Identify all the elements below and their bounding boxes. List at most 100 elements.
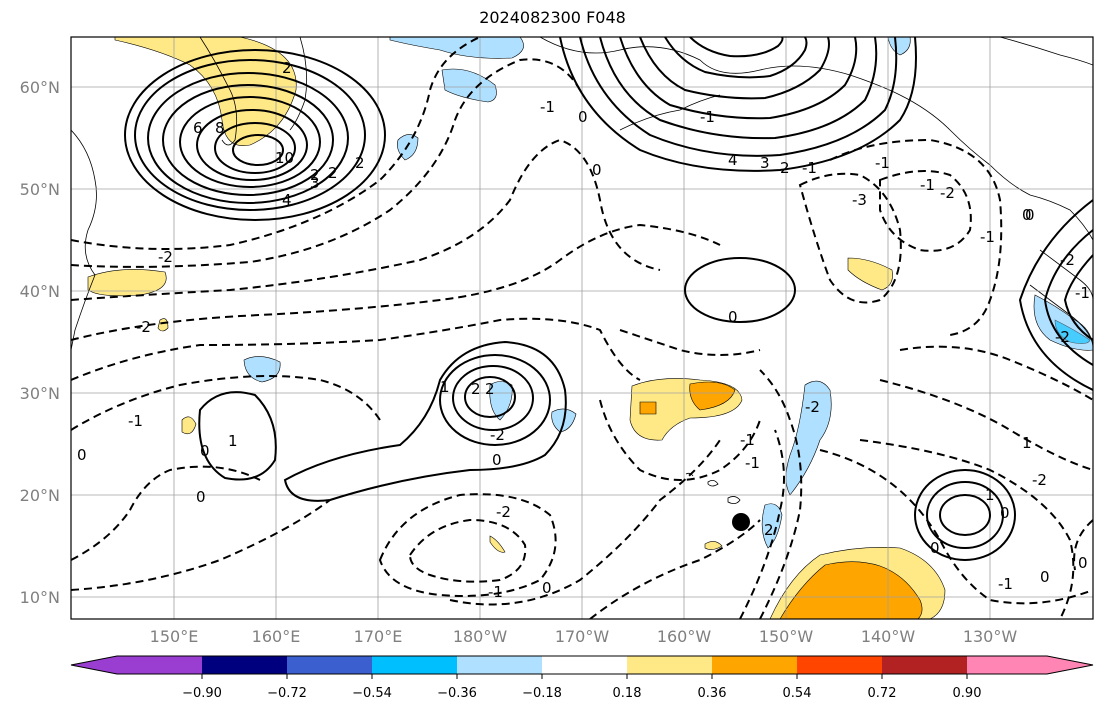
contour-label: -2 [1055,328,1070,346]
colorbar-tick-label: 0.90 [953,686,982,701]
longitude-axis: 150°E 160°E 170°E 180°W 170°W 160°W 150°… [150,627,1018,646]
contour-label: -1 [740,431,755,449]
latitude-axis: 60°N 50°N 40°N 30°N 20°N 10°N [20,78,60,607]
contour-label: 1 [1022,434,1032,452]
lat-label: 10°N [20,588,60,607]
contour-label: -2 [496,503,511,521]
positive-shading [87,37,946,619]
positive-contours [124,37,1093,561]
contour-label: -1 [128,412,143,430]
lon-label: 160°W [657,627,712,646]
colorbar-tick-label: −0.36 [437,686,477,701]
contour-label: 1 [228,432,238,450]
contour-label: 2 [764,521,774,539]
contour-label: 3 [310,174,320,192]
contour-label: -1 [700,108,715,126]
colorbar-seg-1 [117,656,202,674]
storm-marker [732,513,750,531]
lon-label: 170°E [354,627,403,646]
lon-label: 160°E [252,627,301,646]
contour-label: 0 [1025,206,1035,224]
contour-label: -1 [980,228,995,246]
contour-label: 0 [77,446,87,464]
contour-labels: 2 6 8 10 4 3 2 2 -2 -2 -1 0 4 3 2 -1 0 -… [77,59,1090,601]
contour-label: -1 [920,176,935,194]
colorbar-tick-label: −0.54 [352,686,392,701]
negative-contours [71,37,1093,619]
colorbar: −0.90 −0.72 −0.54 −0.36 −0.18 0.18 0.36 … [70,655,1094,701]
lat-label: 50°N [20,180,60,199]
contour-label: 0 [492,451,502,469]
contour-label: -2 [136,318,151,336]
lon-label: 170°W [555,627,610,646]
lon-label: 130°W [963,627,1018,646]
contour-label: 0 [200,442,210,460]
lon-label: 150°E [150,627,199,646]
map-title: 2024082300 F048 [479,8,626,27]
contour-label: 0 [1022,206,1032,224]
colorbar-tick-label: −0.90 [182,686,222,701]
colorbar-tick-label: 0.54 [783,686,812,701]
contour-label: 2 [310,166,320,184]
contour-label: -1 [1075,284,1090,302]
colorbar-tick-label: −0.18 [522,686,562,701]
lon-label: 150°W [759,627,814,646]
colorbar-seg-10 [882,656,967,674]
contour-label: 1 [985,486,995,504]
contour-label: -1 [802,159,817,177]
colorbar-seg-9 [797,656,882,674]
contour-label: -2 [490,426,505,444]
colorbar-seg-5 [457,656,542,674]
lat-label: 60°N [20,78,60,97]
colorbar-seg-11 [967,656,1047,674]
contour-label: -2 [1060,251,1075,269]
colorbar-seg-2 [202,656,287,674]
contour-label: -3 [852,191,867,209]
contour-label: 3 [760,154,770,172]
lon-label: 180°W [453,627,508,646]
contour-label: 2 [282,59,292,77]
colorbar-seg-8 [712,656,797,674]
contour-label: 8 [215,119,225,137]
lat-label: 20°N [20,486,60,505]
contour-label: 0 [930,539,940,557]
contour-label: 2 [328,164,338,182]
contour-label: -2 [1032,471,1047,489]
negative-shading [243,37,1093,549]
contour-label: -1 [998,575,1013,593]
contour-label: 0 [542,579,552,597]
contour-label: 4 [728,151,738,169]
lon-label: 140°W [861,627,916,646]
contour-label: -1 [875,154,890,172]
colorbar-seg-7 [627,656,712,674]
colorbar-tick-label: 0.72 [868,686,897,701]
lat-label: 30°N [20,384,60,403]
colorbar-tick-label: −0.72 [267,686,307,701]
gridlines [71,37,1093,619]
contour-label: 0 [728,308,738,326]
colorbar-tick-label: 0.36 [698,686,727,701]
colorbar-seg-3 [287,656,372,674]
colorbar-tick-label: 0.18 [613,686,642,701]
contour-label: 0 [196,488,206,506]
contour-label: -2 [805,398,820,416]
lat-label: 40°N [20,282,60,301]
contour-label: 2 [355,154,365,172]
contour-label: 4 [282,191,292,209]
contour-label: 10 [275,149,294,167]
contour-label: 0 [578,108,588,126]
contour-label: 2 [485,380,495,398]
contour-label: -2 [940,184,955,202]
contour-label: -2 [158,248,173,266]
colorbar-seg-4 [372,656,457,674]
contour-label: 2 [780,159,790,177]
contour-label: 2 [471,380,481,398]
colorbar-seg-0 [71,656,117,674]
colorbar-seg-12 [1047,656,1093,674]
contour-label: -1 [488,583,503,601]
contour-label: 0 [1078,554,1088,572]
contour-label: -1 [540,98,555,116]
contour-label: 6 [193,119,203,137]
contour-label: 0 [592,161,602,179]
